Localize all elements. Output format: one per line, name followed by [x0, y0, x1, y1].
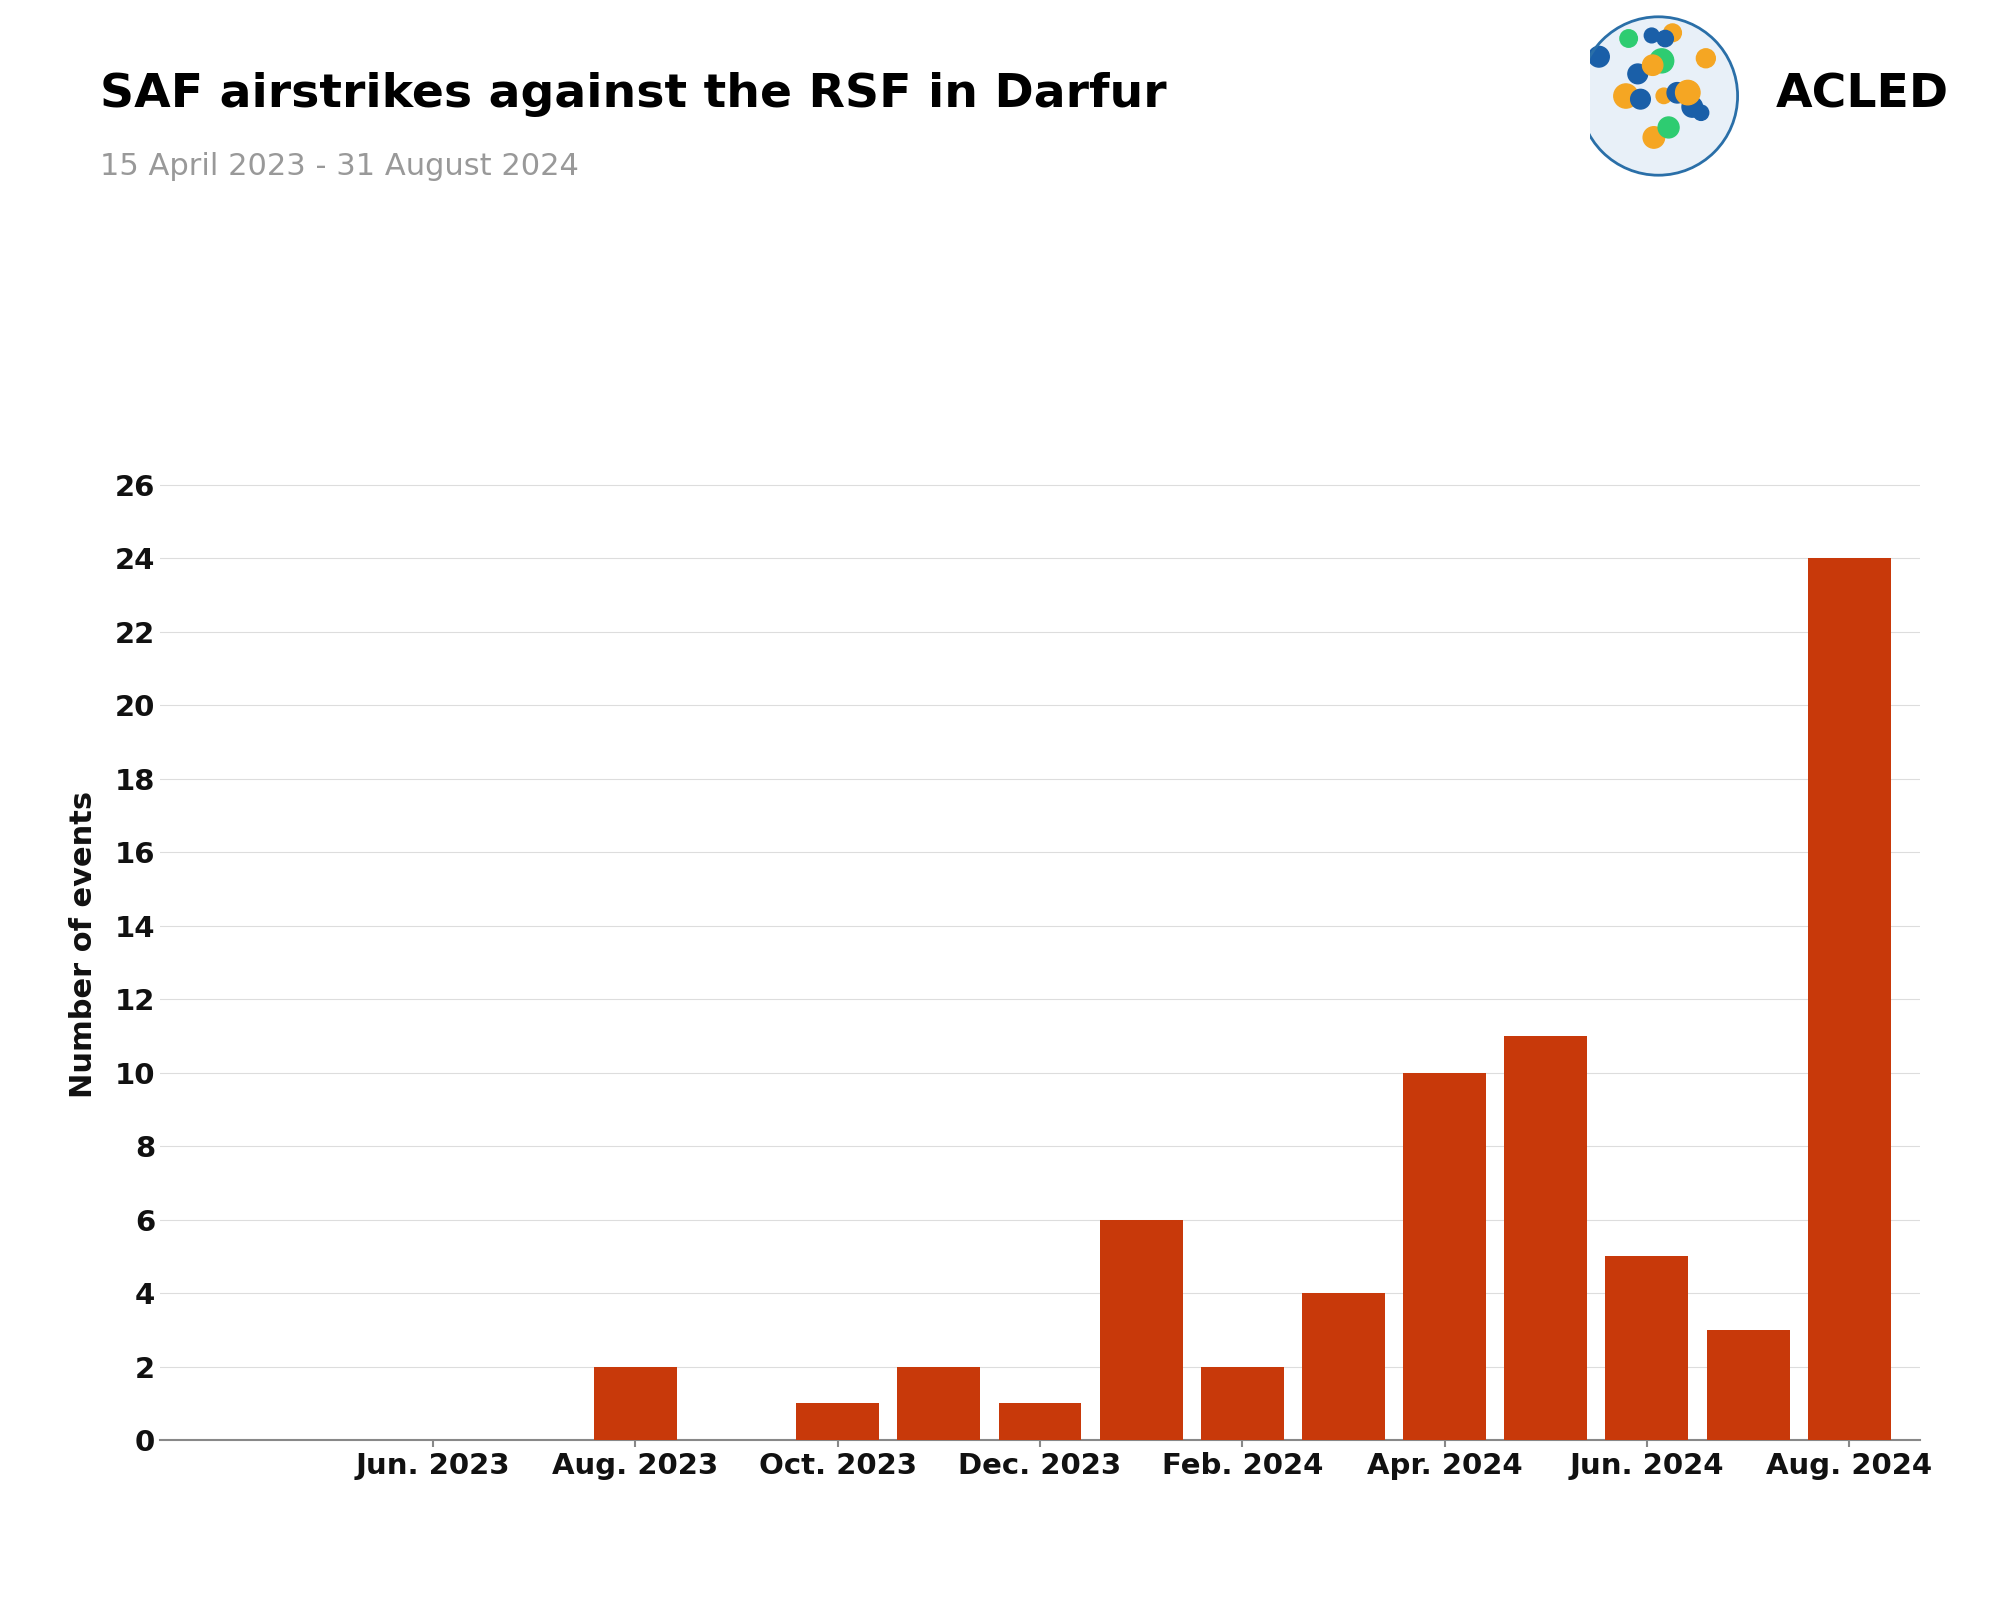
Circle shape: [1644, 126, 1664, 149]
Bar: [1404, 1072, 1486, 1440]
Circle shape: [1694, 106, 1708, 120]
Circle shape: [1676, 80, 1700, 104]
Circle shape: [1642, 54, 1662, 75]
Circle shape: [1682, 96, 1702, 117]
Circle shape: [1628, 64, 1648, 83]
Circle shape: [1620, 30, 1638, 48]
Bar: [998, 1403, 1082, 1440]
Bar: [1606, 1256, 1688, 1440]
Y-axis label: Number of events: Number of events: [68, 790, 98, 1098]
Circle shape: [1644, 29, 1660, 43]
Text: ACLED: ACLED: [1776, 72, 1950, 117]
Circle shape: [1658, 30, 1674, 46]
Circle shape: [1650, 50, 1674, 74]
Bar: [594, 1366, 676, 1440]
Bar: [1302, 1293, 1384, 1440]
Text: SAF airstrikes against the RSF in Darfur: SAF airstrikes against the RSF in Darfur: [100, 72, 1166, 117]
Circle shape: [1588, 46, 1610, 67]
Bar: [796, 1403, 880, 1440]
Circle shape: [1614, 83, 1638, 109]
Bar: [1200, 1366, 1284, 1440]
Circle shape: [1668, 83, 1688, 102]
Bar: [1100, 1219, 1182, 1440]
Circle shape: [1696, 50, 1716, 67]
Text: 15 April 2023 - 31 August 2024: 15 April 2023 - 31 August 2024: [100, 152, 578, 181]
Circle shape: [1580, 16, 1738, 176]
Bar: [898, 1366, 980, 1440]
Circle shape: [1664, 24, 1682, 42]
Circle shape: [1658, 117, 1680, 138]
Bar: [1808, 558, 1890, 1440]
Bar: [1706, 1330, 1790, 1440]
Circle shape: [1630, 90, 1650, 109]
Circle shape: [1656, 88, 1672, 104]
Bar: [1504, 1035, 1588, 1440]
